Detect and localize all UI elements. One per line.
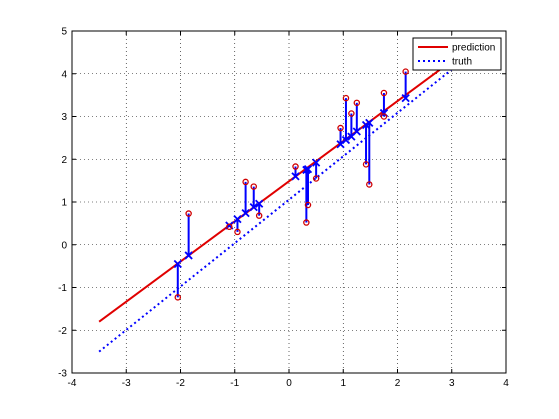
- series-line-prediction: [98, 60, 453, 323]
- observed-point: [380, 89, 388, 97]
- predicted-marker: [365, 118, 374, 128]
- observed-point: [362, 161, 370, 168]
- x-tick-label: -1: [230, 378, 239, 389]
- y-tick-label: -2: [58, 326, 67, 337]
- observed-point: [303, 219, 310, 226]
- x-tick-label: -3: [122, 378, 131, 389]
- predicted-marker: [341, 135, 351, 145]
- observed-point: [366, 181, 373, 188]
- x-tick-label: -4: [68, 378, 77, 389]
- y-tick-label: -3: [58, 369, 67, 380]
- series-line-truth: [98, 68, 453, 353]
- predicted-marker: [233, 214, 242, 224]
- y-tick-label: 2: [61, 155, 67, 166]
- observed-point: [292, 163, 299, 170]
- observed-point: [402, 68, 409, 75]
- predicted-marker-stroke: [401, 93, 410, 103]
- predicted-marker-stroke: [184, 251, 193, 260]
- observed-point: [304, 201, 312, 209]
- predicted-marker: [303, 164, 313, 174]
- x-tick-label: -2: [176, 378, 185, 389]
- observed-point: [174, 294, 182, 301]
- predicted-marker-stroke: [233, 214, 242, 224]
- residuals: [173, 68, 410, 301]
- y-tick-label: 5: [61, 27, 67, 38]
- predicted-marker-stroke: [341, 135, 351, 145]
- predicted-marker-stroke: [255, 199, 264, 208]
- predicted-marker-stroke: [352, 127, 361, 136]
- y-tick-label: 4: [61, 69, 67, 80]
- x-tick-label: 0: [286, 378, 292, 389]
- observed-point: [348, 110, 355, 117]
- predicted-marker-stroke: [303, 164, 313, 174]
- predicted-marker-stroke: [173, 259, 182, 269]
- observed-point: [337, 124, 344, 132]
- legend-label-prediction: prediction: [452, 43, 495, 54]
- predicted-marker: [291, 172, 300, 181]
- y-tick-label: 3: [61, 112, 67, 123]
- x-tick-label: 2: [395, 378, 401, 389]
- predicted-marker: [311, 158, 321, 167]
- observed-point: [234, 228, 241, 236]
- observed-point: [353, 99, 361, 107]
- observed-point: [255, 212, 263, 219]
- observed-point: [226, 223, 233, 231]
- series-lines: [98, 60, 453, 353]
- observed-point: [250, 183, 257, 190]
- observed-point: [312, 175, 320, 182]
- observed-point: [342, 94, 350, 102]
- predicted-marker-stroke: [365, 118, 374, 128]
- legend-box: [412, 37, 502, 71]
- y-tick-label: 0: [61, 240, 67, 251]
- x-tick-label: 4: [503, 378, 509, 389]
- y-tick-label: -1: [58, 283, 67, 294]
- predicted-marker-stroke: [249, 202, 258, 212]
- legend-label-truth: truth: [452, 57, 472, 68]
- predicted-marker-stroke: [311, 158, 321, 167]
- predicted-marker: [249, 202, 258, 212]
- predicted-marker: [184, 251, 193, 260]
- y-tick-label: 1: [61, 198, 67, 209]
- observed-point: [242, 178, 249, 186]
- observed-point: [185, 210, 192, 217]
- predicted-marker: [352, 127, 361, 136]
- predicted-marker: [241, 208, 250, 218]
- x-tick-label: 3: [449, 378, 455, 389]
- x-tick-label: 1: [340, 378, 346, 389]
- predicted-marker: [401, 93, 410, 103]
- predicted-marker-stroke: [291, 172, 300, 181]
- predicted-marker: [173, 259, 182, 269]
- predicted-marker: [255, 199, 264, 208]
- legend: prediction truth: [412, 37, 502, 71]
- predicted-marker-stroke: [241, 208, 250, 218]
- observed-point: [380, 113, 388, 120]
